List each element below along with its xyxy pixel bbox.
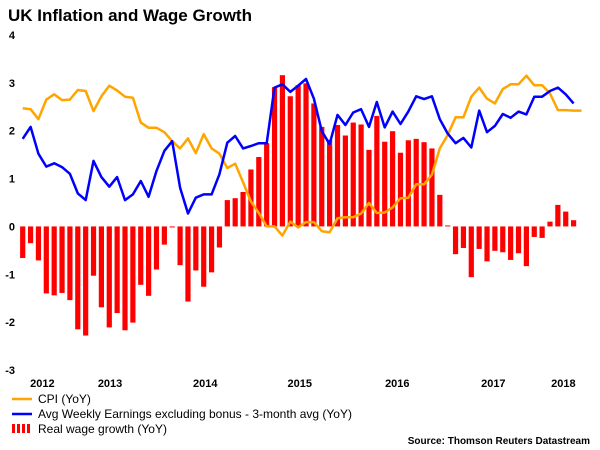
y-tick-label: 3 (9, 78, 15, 90)
real-wage-bar (366, 149, 372, 227)
real-wage-bar (114, 226, 120, 314)
real-wage-bar (35, 226, 42, 261)
legend: CPI (YoY) Avg Weekly Earnings excluding … (12, 392, 352, 436)
real-wage-bar (177, 226, 183, 266)
cpi-line (22, 74, 582, 237)
real-wage-bar (405, 140, 411, 227)
real-wage-bar (295, 85, 301, 227)
real-wage-bar (468, 226, 474, 278)
real-wage-bar (563, 211, 569, 227)
x-tick-label: 2012 (30, 378, 54, 390)
real-wage-bar (374, 115, 380, 227)
real-wage-bar (153, 226, 160, 270)
real-wage-bar (287, 96, 293, 227)
real-wage-bar (106, 226, 112, 328)
y-tick-label: 2 (9, 126, 15, 138)
y-axis-ticks: 4 3 2 1 0 -1 -2 -3 (5, 30, 16, 377)
y-tick-label: 0 (9, 221, 15, 233)
legend-real-wage-label: Real wage growth (YoY) (38, 422, 167, 436)
real-wage-bar (531, 226, 537, 237)
real-wage-bar (146, 226, 152, 296)
real-wage-bar (75, 226, 81, 330)
x-tick-label: 2016 (385, 378, 409, 390)
real-wage-bar (358, 124, 364, 227)
real-wage-bar (389, 131, 396, 227)
real-wage-bar (224, 200, 230, 227)
real-wage-bar (240, 191, 246, 227)
real-wage-bar (571, 220, 577, 227)
real-wage-bar (51, 226, 57, 296)
real-wage-bar (342, 135, 348, 227)
real-wage-bar (382, 141, 388, 227)
real-wage-bar (208, 226, 215, 273)
real-wage-bar (539, 226, 545, 238)
real-wage-bar (319, 126, 325, 227)
y-tick-label: -3 (5, 365, 15, 377)
legend-earnings-label: Avg Weekly Earnings excluding bonus - 3-… (38, 407, 352, 421)
real-wage-bar (279, 75, 286, 227)
real-wage-bar (122, 226, 128, 331)
real-wage-bar (492, 226, 498, 251)
real-wage-bar (515, 226, 522, 254)
real-wage-bar (350, 122, 356, 227)
legend-real-wage-swatch (12, 424, 30, 433)
real-wage-bar (216, 226, 223, 248)
real-wage-bars (20, 75, 577, 336)
real-wage-bar (256, 157, 262, 227)
y-tick-label: -1 (5, 269, 15, 281)
real-wage-bar (476, 226, 482, 249)
real-wage-bar (452, 226, 459, 255)
real-wage-bar (20, 226, 26, 259)
y-tick-label: -2 (5, 317, 15, 329)
real-wage-bar (201, 226, 207, 287)
real-wage-bar (43, 226, 49, 294)
y-tick-label: 4 (9, 30, 16, 42)
real-wage-bar (98, 226, 104, 308)
source-note: Source: Thomson Reuters Datastream (408, 436, 590, 447)
real-wage-bar (83, 226, 89, 336)
real-wage-bar (334, 124, 341, 227)
real-wage-bar (500, 226, 506, 253)
x-tick-label: 2017 (481, 378, 505, 390)
y-tick-label: 1 (9, 174, 15, 186)
real-wage-bar (303, 83, 309, 227)
series-lines (21, 74, 582, 237)
real-wage-bar (445, 225, 451, 227)
real-wage-bar (264, 143, 270, 227)
x-tick-label: 2013 (98, 378, 122, 390)
real-wage-bar (311, 103, 317, 227)
legend-cpi-label: CPI (YoY) (38, 392, 91, 406)
real-wage-bar (327, 139, 333, 227)
real-wage-bar (555, 204, 561, 227)
real-wage-bar (90, 226, 97, 276)
real-wage-bar (547, 221, 553, 227)
real-wage-bar (397, 152, 404, 227)
chart-title: UK Inflation and Wage Growth (8, 6, 252, 25)
real-wage-bar (27, 226, 34, 244)
real-wage-bar (232, 198, 238, 227)
real-wage-bar (185, 226, 191, 302)
real-wage-bar (193, 226, 199, 271)
real-wage-bar (161, 226, 167, 245)
real-wage-bar (271, 87, 278, 227)
x-tick-label: 2014 (193, 378, 218, 390)
real-wage-bar (437, 194, 443, 227)
real-wage-bar (138, 226, 144, 285)
real-wage-bar (484, 226, 490, 262)
x-tick-label: 2018 (551, 378, 575, 390)
real-wage-bar (59, 226, 65, 293)
x-axis-ticks: 2012 2013 2014 2015 2016 2017 2018 (30, 378, 575, 390)
real-wage-bar (523, 226, 529, 267)
real-wage-bar (460, 226, 467, 248)
real-wage-bar (169, 226, 175, 228)
x-tick-label: 2015 (287, 378, 311, 390)
real-wage-bar (67, 226, 73, 301)
real-wage-bar (429, 148, 435, 227)
earnings-line (21, 77, 575, 215)
real-wage-bar (248, 169, 254, 227)
real-wage-bar (508, 226, 514, 260)
real-wage-bar (130, 226, 136, 323)
real-wage-bar (413, 138, 419, 227)
